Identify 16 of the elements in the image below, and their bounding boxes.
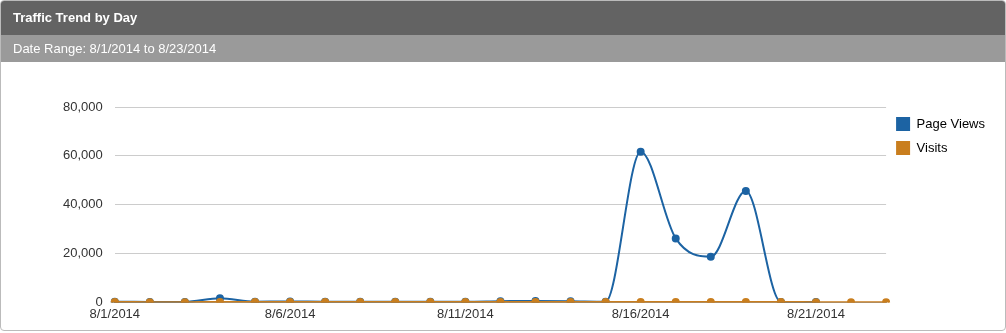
y-tick-label: 80,000 (63, 98, 103, 114)
x-tick-label: 8/11/2014 (436, 305, 494, 321)
x-tick-label: 8/16/2014 (611, 305, 670, 321)
point (741, 187, 750, 196)
x-tick-label: 8/6/2014 (264, 305, 316, 321)
point (636, 147, 645, 156)
chart-subtitle: Date Range: 8/1/2014 to 8/23/2014 (1, 35, 1005, 62)
x-tick-label: 8/21/2014 (787, 305, 845, 321)
y-tick-label: 40,000 (63, 196, 103, 212)
point (671, 234, 680, 243)
legend-label: Page Views (916, 115, 986, 131)
legend-label: Visits (916, 139, 948, 155)
point (706, 252, 715, 261)
chart-title: Traffic Trend by Day (1, 1, 1005, 35)
y-tick-label: 60,000 (63, 147, 103, 163)
y-tick-label: 20,000 (63, 245, 103, 261)
